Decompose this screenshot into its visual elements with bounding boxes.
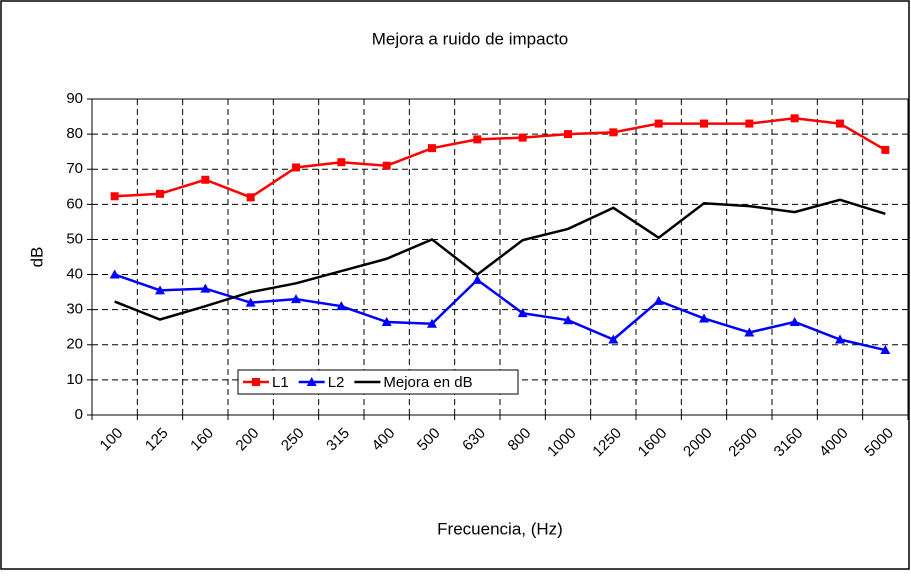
y-tick-label: 40 — [66, 266, 83, 283]
marker — [110, 192, 119, 201]
marker — [306, 377, 317, 386]
marker — [745, 119, 754, 128]
marker — [744, 327, 755, 337]
marker — [881, 145, 890, 154]
marker — [473, 135, 482, 144]
marker — [699, 313, 709, 323]
marker — [382, 161, 391, 170]
y-tick-label: 10 — [66, 371, 83, 388]
y-tick-label: 30 — [66, 301, 83, 318]
marker — [381, 316, 392, 326]
y-tick-label: 50 — [66, 230, 83, 247]
marker — [835, 334, 845, 344]
marker — [156, 189, 164, 198]
marker — [245, 297, 256, 307]
marker — [700, 119, 708, 128]
series-line — [114, 198, 886, 321]
x-axis-label: Frecuencia, (Hz) — [437, 519, 563, 538]
legend-label: L1 — [272, 374, 289, 391]
legend-label: Mejora en dB — [383, 374, 472, 391]
marker — [564, 130, 572, 139]
marker — [654, 119, 663, 128]
marker — [472, 274, 483, 284]
marker — [427, 318, 437, 328]
marker — [292, 163, 300, 172]
marker — [201, 175, 210, 184]
marker — [790, 114, 799, 123]
y-tick-label: 70 — [66, 160, 83, 177]
legend-label: L2 — [328, 374, 345, 391]
legend: L1 L2 Mejora en dB — [237, 369, 519, 395]
marker — [155, 285, 165, 295]
marker — [609, 128, 618, 137]
marker — [563, 315, 573, 325]
marker — [836, 119, 844, 128]
y-tick-label: 90 — [66, 90, 83, 107]
marker — [428, 144, 436, 153]
marker — [517, 308, 528, 318]
marker — [252, 378, 260, 386]
marker — [246, 193, 255, 202]
y-tick-label: 0 — [75, 406, 83, 423]
marker — [653, 295, 664, 305]
y-tick-label: 20 — [66, 336, 83, 353]
marker — [336, 301, 347, 311]
marker — [291, 294, 301, 304]
marker — [337, 158, 346, 167]
marker — [518, 133, 527, 142]
y-axis-label: dB — [27, 247, 46, 268]
marker — [789, 316, 800, 326]
y-tick-label: 80 — [66, 125, 83, 142]
marker — [109, 269, 120, 279]
series-line — [114, 273, 886, 352]
marker — [880, 345, 891, 355]
marker — [200, 283, 211, 293]
chart-title: Mejora a ruido de impacto — [372, 29, 569, 48]
marker — [608, 334, 619, 344]
y-tick-label: 60 — [66, 195, 83, 212]
series-line — [114, 117, 886, 199]
